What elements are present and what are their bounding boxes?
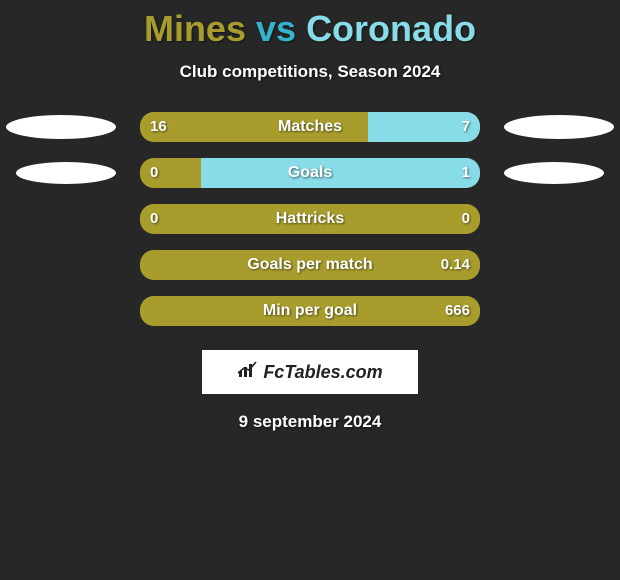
comparison-chart: Matches167Goals01Hattricks00Goals per ma… (0, 112, 620, 342)
bar-left (140, 296, 480, 326)
team2-name: Coronado (306, 8, 476, 49)
stat-row: Hattricks00 (0, 204, 620, 250)
bar-right (201, 158, 480, 188)
subtitle: Club competitions, Season 2024 (0, 62, 620, 82)
logo: FcTables.com (237, 361, 382, 384)
stat-value-right: 0.14 (441, 250, 470, 280)
stat-value-right: 666 (445, 296, 470, 326)
logo-text: FcTables.com (263, 362, 382, 383)
stat-row: Goals per match0.14 (0, 250, 620, 296)
bar-left (140, 250, 480, 280)
bar-container (140, 296, 480, 326)
bar-left (140, 112, 368, 142)
team1-badge-icon (16, 162, 116, 184)
logo-box: FcTables.com (202, 350, 418, 394)
stat-value-right: 1 (462, 158, 470, 188)
bar-container (140, 112, 480, 142)
chart-icon (237, 361, 259, 384)
bar-container (140, 204, 480, 234)
vs-text: vs (256, 8, 296, 49)
stat-value-right: 7 (462, 112, 470, 142)
bar-container (140, 158, 480, 188)
page-title: Mines vs Coronado (0, 0, 620, 50)
stat-value-right: 0 (462, 204, 470, 234)
stat-row: Goals01 (0, 158, 620, 204)
stat-value-left: 0 (150, 158, 158, 188)
stat-row: Min per goal666 (0, 296, 620, 342)
team2-badge-icon (504, 115, 614, 139)
stat-row: Matches167 (0, 112, 620, 158)
stat-value-left: 0 (150, 204, 158, 234)
team1-name: Mines (144, 8, 246, 49)
bar-left (140, 204, 480, 234)
team1-badge-icon (6, 115, 116, 139)
date-text: 9 september 2024 (0, 412, 620, 432)
team2-badge-icon (504, 162, 604, 184)
stat-value-left: 16 (150, 112, 167, 142)
bar-container (140, 250, 480, 280)
